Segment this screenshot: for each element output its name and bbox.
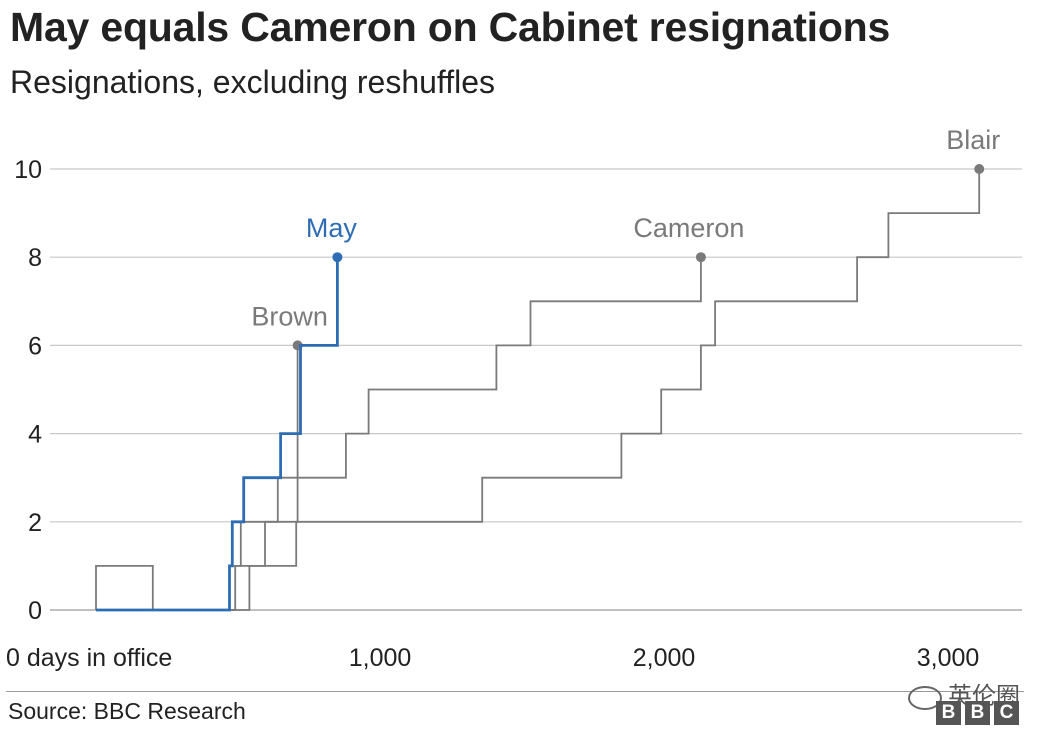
y-tick-label: 10 — [14, 156, 42, 184]
y-tick-label: 8 — [28, 244, 42, 272]
y-tick-label: 6 — [28, 332, 42, 360]
series-line-blair — [96, 169, 981, 611]
series-layer: Blair Cameron Brown May — [95, 125, 1000, 612]
x-tick-label: 2,000 — [633, 644, 696, 672]
series-endpoint-may — [332, 252, 343, 263]
grid-layer — [50, 168, 1022, 611]
y-tick-label: 4 — [28, 421, 42, 449]
y-tick-label: 0 — [28, 597, 42, 625]
series-endpoint-cameron — [695, 252, 706, 263]
bbc-logo-letter: B — [965, 701, 990, 725]
bbc-logo-letter: C — [994, 701, 1019, 725]
series-label-brown: Brown — [251, 301, 328, 331]
series-label-may: May — [306, 213, 358, 243]
y-tick-labels: 0 2 4 6 8 10 — [14, 156, 42, 625]
series-line-cameron — [96, 257, 702, 611]
series-endpoint-blair — [974, 164, 985, 174]
source-note: Source: BBC Research — [8, 698, 246, 724]
x-tick-label: 0 days in office — [6, 644, 172, 672]
x-tick-labels: 0 days in office 1,000 2,000 3,000 — [6, 644, 979, 672]
series-label-blair: Blair — [946, 125, 1000, 155]
bbc-logo: B B C — [936, 701, 1019, 725]
wechat-icon — [908, 685, 942, 710]
series-line-may — [96, 257, 339, 612]
x-tick-label: 1,000 — [349, 644, 412, 672]
series-label-cameron: Cameron — [633, 213, 744, 243]
chart-subtitle: Resignations, excluding reshuffles — [10, 64, 496, 100]
chart-title: May equals Cameron on Cabinet resignatio… — [10, 4, 891, 50]
x-tick-label: 3,000 — [917, 644, 980, 672]
y-tick-label: 2 — [28, 509, 42, 537]
source-divider — [6, 691, 1024, 692]
bbc-logo-letter: B — [936, 701, 961, 725]
